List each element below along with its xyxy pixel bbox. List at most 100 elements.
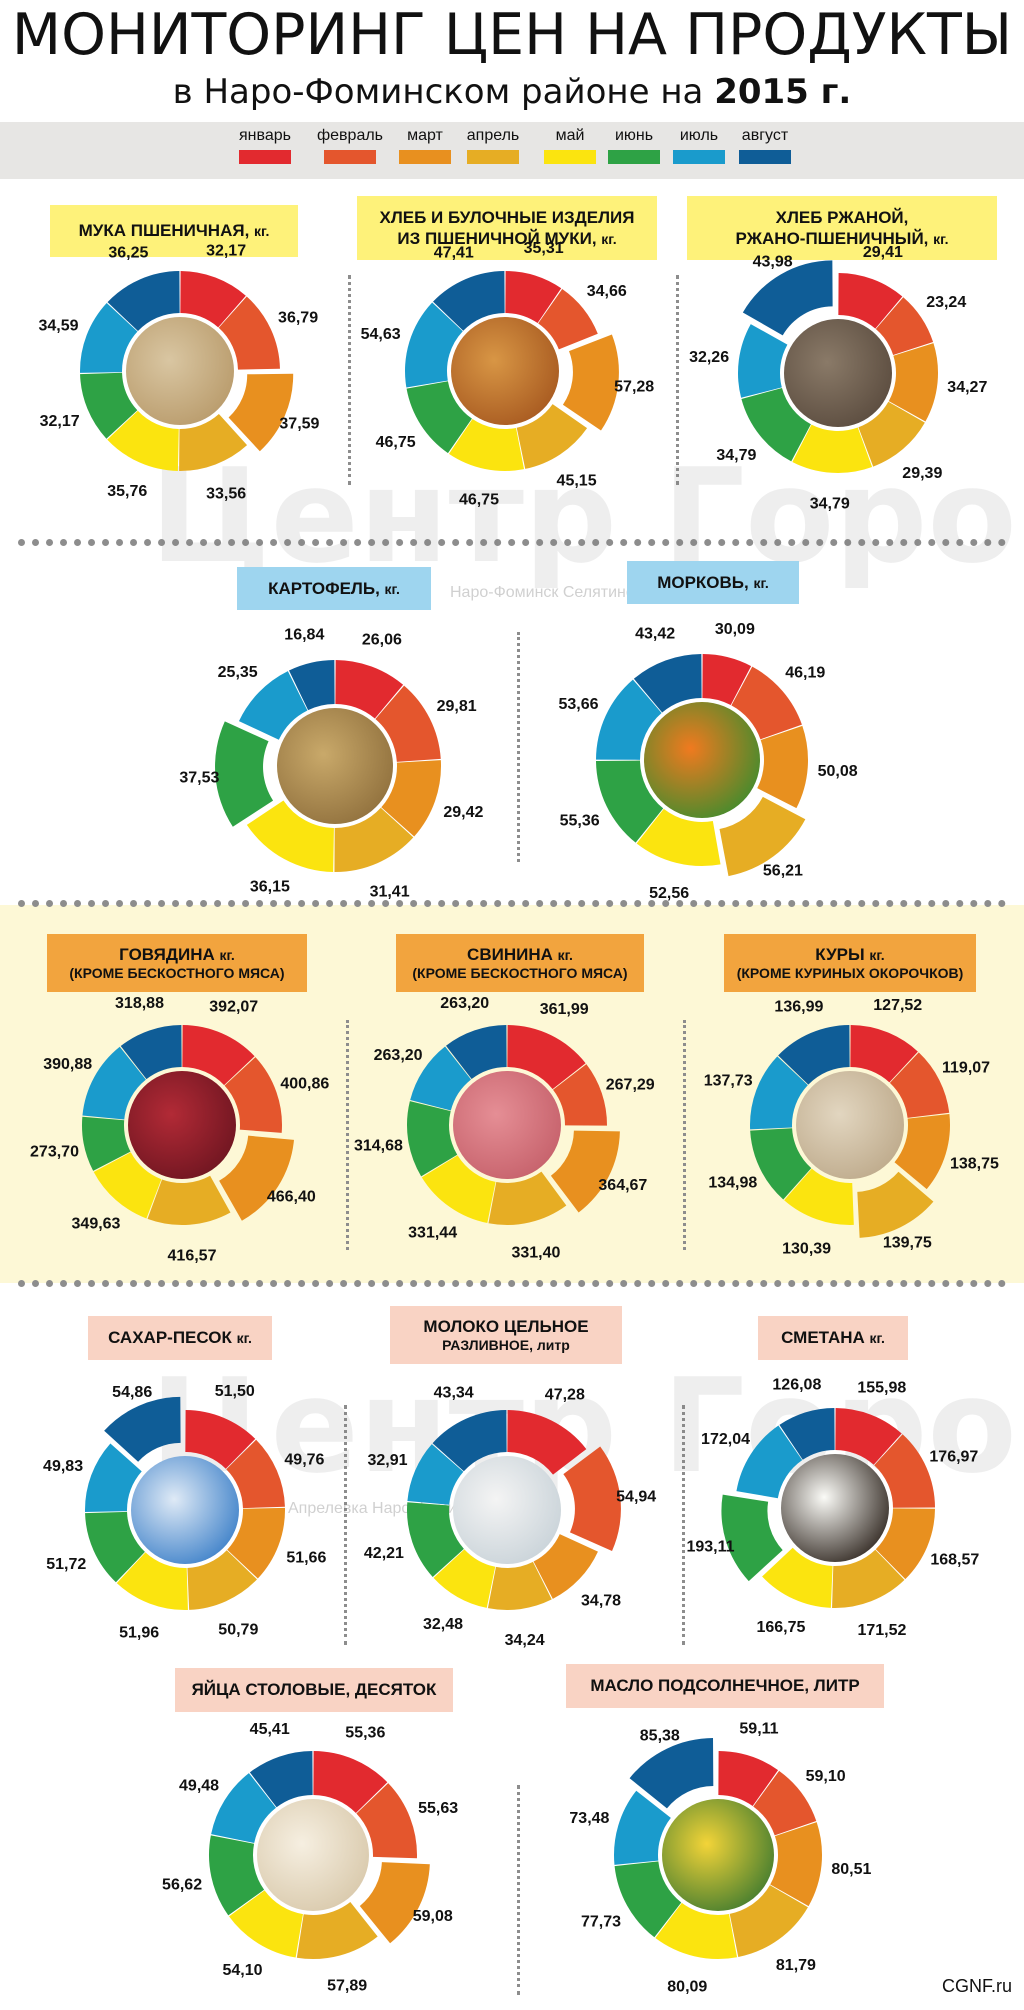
slice-oil-3 (729, 1885, 808, 1958)
value-label-potato-7: 16,84 (284, 627, 324, 644)
donut-chart-sourcream: 155,98 176,97 168,57 171,52 166,75 193,11 172,… (686, 1377, 979, 1640)
slice-chicken-1 (889, 1052, 950, 1118)
chicken-image (796, 1071, 904, 1179)
slice-potato-0 (335, 660, 404, 719)
slice-potato-3 (334, 807, 414, 872)
value-label-oil-1: 59,10 (806, 1768, 846, 1785)
column-separator (517, 1785, 520, 1995)
product-label-sourcream: СМЕТАНА кг. (758, 1316, 908, 1360)
value-label-wheat-3: 33,56 (206, 486, 246, 503)
slice-carrot-4 (636, 808, 721, 866)
product-name: МОРКОВЬ, (657, 572, 749, 592)
product-label-chicken: КУРЫ кг. (КРОМЕ КУРИНЫХ ОКОРОЧКОВ) (724, 934, 976, 992)
slice-rye-2 (888, 343, 938, 422)
product-label-rye-bread: ХЛЕБ РЖАНОЙ, РЖАНО-ПШЕНИЧНЫЙ, кг. (687, 196, 997, 260)
value-label-milk-0: 47,28 (545, 1387, 585, 1404)
slice-sugar-6 (85, 1443, 142, 1512)
slice-wheat-0 (180, 271, 246, 328)
value-label-potato-0: 26,06 (362, 631, 402, 648)
slice-oil-2 (770, 1822, 822, 1907)
product-name-line2: РЖАНО-ПШЕНИЧНЫЙ, (735, 229, 929, 248)
value-label-beef-1: 400,86 (280, 1075, 329, 1092)
value-label-rye-4: 34,79 (810, 496, 850, 513)
value-label-rye-0: 29,41 (863, 244, 903, 261)
value-label-bread-4: 46,75 (459, 491, 499, 508)
product-label-oil: МАСЛО ПОДСОЛНЕЧНОЕ, ЛИТР (566, 1664, 884, 1708)
legend-item-april: апрель (448, 122, 538, 164)
slice-pork-6 (410, 1046, 472, 1111)
watermark: Центр Города (150, 440, 1024, 592)
slice-bread-3 (516, 404, 588, 469)
slice-eggs-7 (249, 1751, 313, 1808)
slice-wheat-5 (80, 372, 138, 439)
donut-chart-beef: 392,07 400,86 466,40 416,57 349,63 273,70 390,… (30, 995, 329, 1264)
value-label-sourcream-6: 172,04 (701, 1431, 750, 1448)
slice-oil-5 (614, 1861, 682, 1938)
value-label-sourcream-3: 171,52 (857, 1622, 906, 1639)
product-name: СМЕТАНА (781, 1328, 865, 1348)
donut-chart-chicken: 127,52 119,07 138,75 139,75 130,39 134,98 137,… (704, 997, 999, 1257)
slice-bread-1 (538, 288, 598, 350)
value-label-wheat-4: 35,76 (107, 483, 147, 500)
legend-item-january: январь (220, 122, 310, 164)
slice-wheat-2 (228, 373, 294, 452)
column-separator (348, 275, 351, 485)
slice-sourcream-3 (832, 1549, 905, 1608)
donut-chart-carrot: 30,09 46,19 50,08 56,21 52,56 55,36 53,66 43,42 (558, 621, 857, 902)
slice-wheat-4 (107, 410, 179, 471)
slice-wheat-3 (179, 414, 248, 471)
value-label-beef-7: 318,88 (115, 995, 164, 1012)
subtitle-year: 2015 г. (714, 72, 852, 112)
rye-image (784, 319, 892, 427)
value-label-rye-3: 29,39 (902, 465, 942, 482)
bread-image (451, 317, 559, 425)
slice-sourcream-7 (779, 1408, 835, 1460)
slice-pork-7 (446, 1025, 507, 1080)
row-separator-2 (18, 900, 1006, 907)
slice-sourcream-0 (835, 1408, 902, 1465)
value-label-carrot-6: 53,66 (558, 696, 598, 713)
slice-rye-4 (792, 424, 873, 473)
slice-bread-5 (406, 381, 472, 454)
slice-eggs-6 (211, 1773, 277, 1843)
donut-chart-milk: 47,28 54,94 34,78 34,24 32,48 42,21 32,91 43,34 (364, 1384, 656, 1648)
value-label-rye-1: 23,24 (926, 294, 966, 311)
legend-swatch (239, 150, 291, 164)
legend-swatch (544, 150, 596, 164)
product-label-potato: КАРТОФЕЛЬ, кг. (237, 567, 431, 610)
value-label-rye-2: 34,27 (947, 379, 987, 396)
slice-sourcream-4 (762, 1547, 833, 1608)
value-label-pork-3: 331,40 (511, 1245, 560, 1262)
value-label-beef-5: 273,70 (30, 1143, 79, 1160)
donut-chart-wheat: 32,17 36,79 37,59 33,56 35,76 32,17 34,59 36,25 (39, 242, 320, 502)
slice-milk-3 (487, 1561, 552, 1610)
product-label-beef: ГОВЯДИНА кг. (КРОМЕ БЕСКОСТНОГО МЯСА) (47, 934, 307, 992)
legend-label: июнь (614, 127, 654, 144)
value-label-oil-7: 85,38 (640, 1727, 680, 1744)
legend-item-february: февраль (305, 122, 395, 164)
value-label-potato-1: 29,81 (437, 698, 477, 715)
sugar-image (131, 1456, 239, 1564)
value-label-wheat-1: 36,79 (278, 310, 318, 327)
product-name: САХАР-ПЕСОК (108, 1328, 232, 1348)
slice-carrot-2 (757, 725, 808, 809)
carrot-image (644, 702, 760, 818)
product-name: ХЛЕБ И БУЛОЧНЫЕ ИЗДЕЛИЯ (379, 207, 635, 227)
product-label-sugar: САХАР-ПЕСОК кг. (88, 1316, 272, 1360)
oil-image (662, 1799, 774, 1911)
product-name: ХЛЕБ РЖАНОЙ, (775, 207, 909, 227)
slice-potato-1 (375, 685, 441, 762)
product-label-pork: СВИНИНА кг. (КРОМЕ БЕСКОСТНОГО МЯСА) (396, 934, 644, 992)
legend-label: февраль (316, 127, 384, 144)
product-label-eggs: ЯЙЦА СТОЛОВЫЕ, ДЕСЯТОК (175, 1668, 453, 1712)
pork-image (453, 1071, 561, 1179)
slice-eggs-1 (356, 1783, 418, 1859)
value-label-chicken-2: 138,75 (950, 1156, 999, 1173)
value-label-oil-0: 59,11 (739, 1720, 778, 1737)
slice-sourcream-1 (874, 1434, 935, 1508)
product-label-carrot: МОРКОВЬ, кг. (627, 561, 799, 604)
legend-label: январь (239, 127, 291, 144)
product-name: ЯЙЦА СТОЛОВЫЕ, ДЕСЯТОК (191, 1680, 437, 1700)
value-label-carrot-7: 43,42 (635, 625, 675, 642)
value-label-sourcream-0: 155,98 (857, 1380, 906, 1397)
